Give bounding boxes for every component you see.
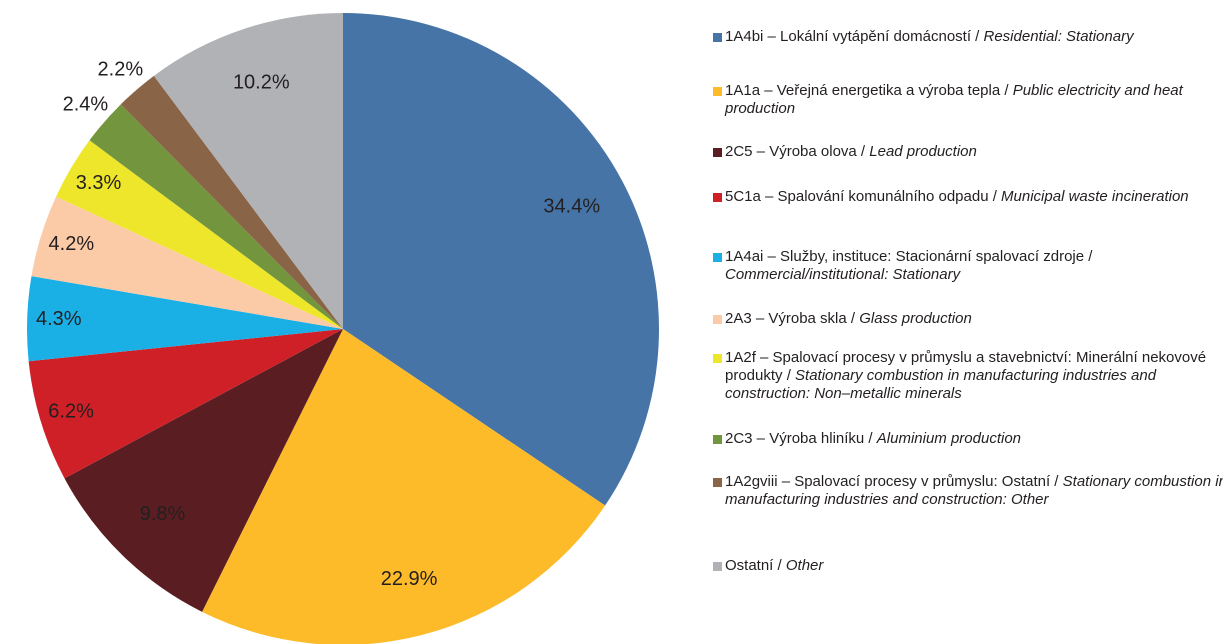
- legend-label: Ostatní / Other: [725, 557, 824, 574]
- legend-swatch: [713, 435, 722, 444]
- pie-slice: [27, 276, 344, 362]
- legend-swatch: [713, 87, 722, 96]
- legend-entry: 1A4ai – Služby, instituce: Stacionární s…: [713, 248, 1223, 284]
- legend-swatch: [713, 148, 722, 157]
- pie-slice: [343, 13, 660, 506]
- pie-slice: [153, 13, 343, 329]
- legend-entry: 5C1a – Spalování komunálního odpadu / Mu…: [713, 188, 1223, 206]
- legend-label: 2C3 – Výroba hliníku / Aluminium product…: [725, 430, 1022, 447]
- legend-label: 1A4bi – Lokální vytápění domácností / Re…: [725, 28, 1134, 45]
- pie-slice: [28, 329, 343, 479]
- slice-label: 9.8%: [140, 503, 186, 525]
- legend-swatch: [713, 354, 722, 363]
- pie-slice: [120, 75, 343, 329]
- slice-label: 4.2%: [49, 233, 95, 255]
- legend-swatch: [713, 253, 722, 262]
- legend-entry: 1A4bi – Lokální vytápění domácností / Re…: [713, 28, 1223, 46]
- legend-swatch: [713, 562, 722, 571]
- slice-label: 2.2%: [98, 59, 144, 81]
- legend-label: 5C1a – Spalování komunálního odpadu / Mu…: [725, 188, 1189, 205]
- legend-swatch: [713, 315, 722, 324]
- legend-label: 2A3 – Výroba skla / Glass production: [725, 310, 972, 327]
- legend-entry: 2C3 – Výroba hliníku / Aluminium product…: [713, 430, 1223, 448]
- chart: 34.4% 22.9% 9.8% 6.2% 4.3% 4.2% 3.3% 2.4% 2.2% 10…: [27, 13, 660, 644]
- legend-entry: 2A3 – Výroba skla / Glass production: [713, 310, 1223, 328]
- pie-slice: [56, 140, 344, 329]
- legend-entry: 1A2f – Spalovací procesy v průmyslu a st…: [713, 349, 1223, 403]
- legend-entry: Ostatní / Other: [713, 557, 1223, 575]
- slice-label: 3.3%: [76, 172, 122, 194]
- legend-swatch: [713, 193, 722, 202]
- legend-entry: 2C5 – Výroba olova / Lead production: [713, 143, 1223, 161]
- legend-entry: 1A1a – Veřejná energetika a výroba tepla…: [713, 82, 1223, 118]
- pie-slice: [31, 196, 343, 329]
- slice-label: 2.4%: [63, 93, 109, 115]
- slice-label: 4.3%: [36, 308, 82, 330]
- legend-label: 1A1a – Veřejná energetika a výroba tepla…: [725, 82, 1183, 117]
- slice-label: 10.2%: [233, 71, 290, 93]
- legend-swatch: [713, 33, 722, 42]
- pie-slice: [64, 329, 343, 612]
- legend-label: 1A4ai – Služby, instituce: Stacionární s…: [725, 248, 1093, 283]
- legend-label: 1A2gviii – Spalovací procesy v průmyslu:…: [725, 473, 1223, 508]
- pie-slice: [202, 329, 606, 644]
- slice-label: 22.9%: [381, 568, 438, 590]
- legend-entry: 1A2gviii – Spalovací procesy v průmyslu:…: [713, 473, 1223, 509]
- legend-label: 2C5 – Výroba olova / Lead production: [725, 143, 977, 160]
- legend-swatch: [713, 478, 722, 487]
- slice-label: 6.2%: [48, 401, 94, 423]
- legend-label: 1A2f – Spalovací procesy v průmyslu a st…: [725, 349, 1207, 402]
- pie-slice: [89, 104, 343, 329]
- slice-label: 34.4%: [543, 196, 600, 218]
